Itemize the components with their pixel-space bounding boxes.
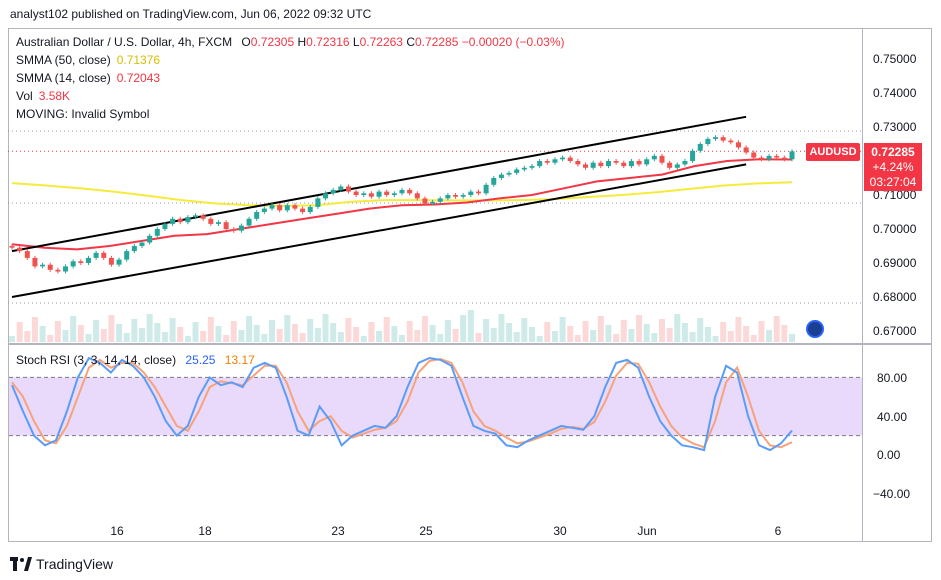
stoch-d-value: 13.17 <box>224 353 255 367</box>
smma50-value: 0.71376 <box>116 53 161 67</box>
main-legend-row1: Australian Dollar / U.S. Dollar, 4h, FXC… <box>16 35 564 49</box>
pane-divider[interactable] <box>8 343 932 345</box>
australia-flag-icon[interactable] <box>806 320 824 338</box>
smma14-legend[interactable]: SMMA (14, close) 0.72043 <box>16 71 160 85</box>
time-tick: 30 <box>553 524 567 538</box>
moving-legend[interactable]: MOVING: Invalid Symbol <box>16 107 150 121</box>
price-axis-divider <box>862 28 863 542</box>
high-value: 0.72316 <box>306 35 350 49</box>
tradingview-logo-icon <box>10 557 32 571</box>
smma50-label: SMMA (50, close) <box>16 53 111 67</box>
bar-countdown: 03:27:04 <box>869 175 917 189</box>
stoch-tick: 80.00 <box>877 371 908 385</box>
price-tick: 0.70000 <box>873 222 917 236</box>
tradingview-footer[interactable]: TradingView <box>10 556 113 572</box>
time-tick: 25 <box>419 524 433 538</box>
price-change-pct: +4.24% <box>872 160 914 174</box>
change-value: −0.00020 (−0.03%) <box>461 35 565 49</box>
volume-legend[interactable]: Vol 3.58K <box>16 89 70 103</box>
stoch-k-value: 25.25 <box>185 353 216 367</box>
price-tick: 0.68000 <box>873 290 917 304</box>
time-tick: Jun <box>637 524 657 538</box>
low-value: 0.72263 <box>359 35 403 49</box>
time-tick: 18 <box>198 524 212 538</box>
time-tick: 6 <box>774 524 782 538</box>
smma14-label: SMMA (14, close) <box>16 71 111 85</box>
smma14-value: 0.72043 <box>116 71 161 85</box>
smma50-legend[interactable]: SMMA (50, close) 0.71376 <box>16 53 160 67</box>
price-tick: 0.71000 <box>873 188 917 202</box>
price-tick: 0.73000 <box>873 120 917 134</box>
stoch-tick: −40.00 <box>873 487 911 501</box>
open-label: O <box>241 35 251 49</box>
symbol-tag: AUDUSD <box>806 143 860 161</box>
time-tick: 23 <box>331 524 345 538</box>
stoch-legend[interactable]: Stoch RSI (3, 3, 14, 14, close) 25.25 13… <box>16 353 255 367</box>
vol-label: Vol <box>16 89 33 103</box>
price-tick: 0.67000 <box>873 324 917 338</box>
footer-brand: TradingView <box>36 556 114 572</box>
price-tick: 0.74000 <box>873 86 917 100</box>
open-value: 0.72305 <box>250 35 295 49</box>
stoch-tick: 0.00 <box>877 448 901 462</box>
publish-header: analyst102 published on TradingView.com,… <box>10 7 372 21</box>
last-price-tag: 0.72285 +4.24% 03:27:04 <box>864 143 922 191</box>
price-tick: 0.75000 <box>873 52 917 66</box>
chart-frame <box>8 28 932 542</box>
stoch-tick: 40.00 <box>877 410 908 424</box>
low-label: L <box>352 35 360 49</box>
time-tick: 16 <box>110 524 124 538</box>
stoch-label: Stoch RSI (3, 3, 14, 14, close) <box>16 353 177 367</box>
last-price: 0.72285 <box>871 145 915 159</box>
symbol-description[interactable]: Australian Dollar / U.S. Dollar, 4h, FXC… <box>16 35 233 49</box>
price-tick: 0.69000 <box>873 256 917 270</box>
close-label: C <box>406 35 415 49</box>
high-label: H <box>297 35 307 49</box>
close-value: 0.72285 <box>415 35 459 49</box>
vol-value: 3.58K <box>38 89 71 103</box>
